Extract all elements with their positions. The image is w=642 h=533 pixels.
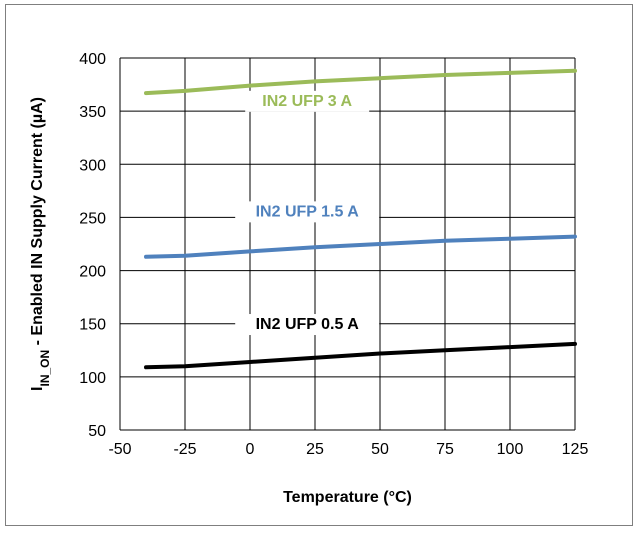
- series-label-bg: [245, 90, 370, 112]
- x-axis-title: Temperature (°C): [283, 489, 412, 506]
- y-tick-label: 400: [79, 51, 106, 68]
- y-tick-labels: 50 100 150 200 250 300 350 400: [79, 51, 106, 440]
- y-axis-title: IIN_ON - Enabled IN Supply Current (µA): [29, 97, 52, 391]
- series-labels: IN2 UFP 3 A IN2 UFP 1.5 A IN2 UFP 0.5 A: [235, 90, 380, 336]
- x-tick-label: -50: [108, 441, 131, 458]
- series-label-bg: [235, 201, 380, 223]
- y-tick-label: 200: [79, 264, 106, 281]
- y-tick-label: 300: [79, 157, 106, 174]
- x-tick-label: 100: [497, 441, 524, 458]
- x-tick-label: -25: [173, 441, 196, 458]
- series-line: [144, 234, 577, 259]
- series-label: IN2 UFP 0.5 A: [256, 316, 360, 333]
- y-tick-label: 250: [79, 210, 106, 227]
- grid: [119, 57, 576, 431]
- series-label: IN2 UFP 1.5 A: [256, 203, 360, 220]
- x-tick-label: 25: [306, 441, 324, 458]
- x-tick-label: 50: [371, 441, 389, 458]
- x-tick-label: 125: [562, 441, 589, 458]
- series-line: [144, 68, 577, 96]
- series-line: [144, 341, 577, 370]
- series-label: IN2 UFP 3 A: [262, 93, 352, 110]
- x-tick-label: 0: [246, 441, 255, 458]
- series-lines: [144, 68, 577, 370]
- y-axis-title-rest: - Enabled IN Supply Current (µA): [29, 97, 46, 350]
- y-axis-title-sub: IN_ON: [38, 350, 52, 387]
- series-label-bg: [235, 314, 380, 336]
- x-tick-labels: -50 -25 0 25 50 75 100 125: [108, 441, 588, 458]
- y-tick-label: 100: [79, 370, 106, 387]
- y-tick-label: 350: [79, 104, 106, 121]
- y-tick-label: 150: [79, 317, 106, 334]
- y-axis-title-main: I: [29, 387, 46, 391]
- y-tick-label: 50: [88, 423, 106, 440]
- x-tick-label: 75: [436, 441, 454, 458]
